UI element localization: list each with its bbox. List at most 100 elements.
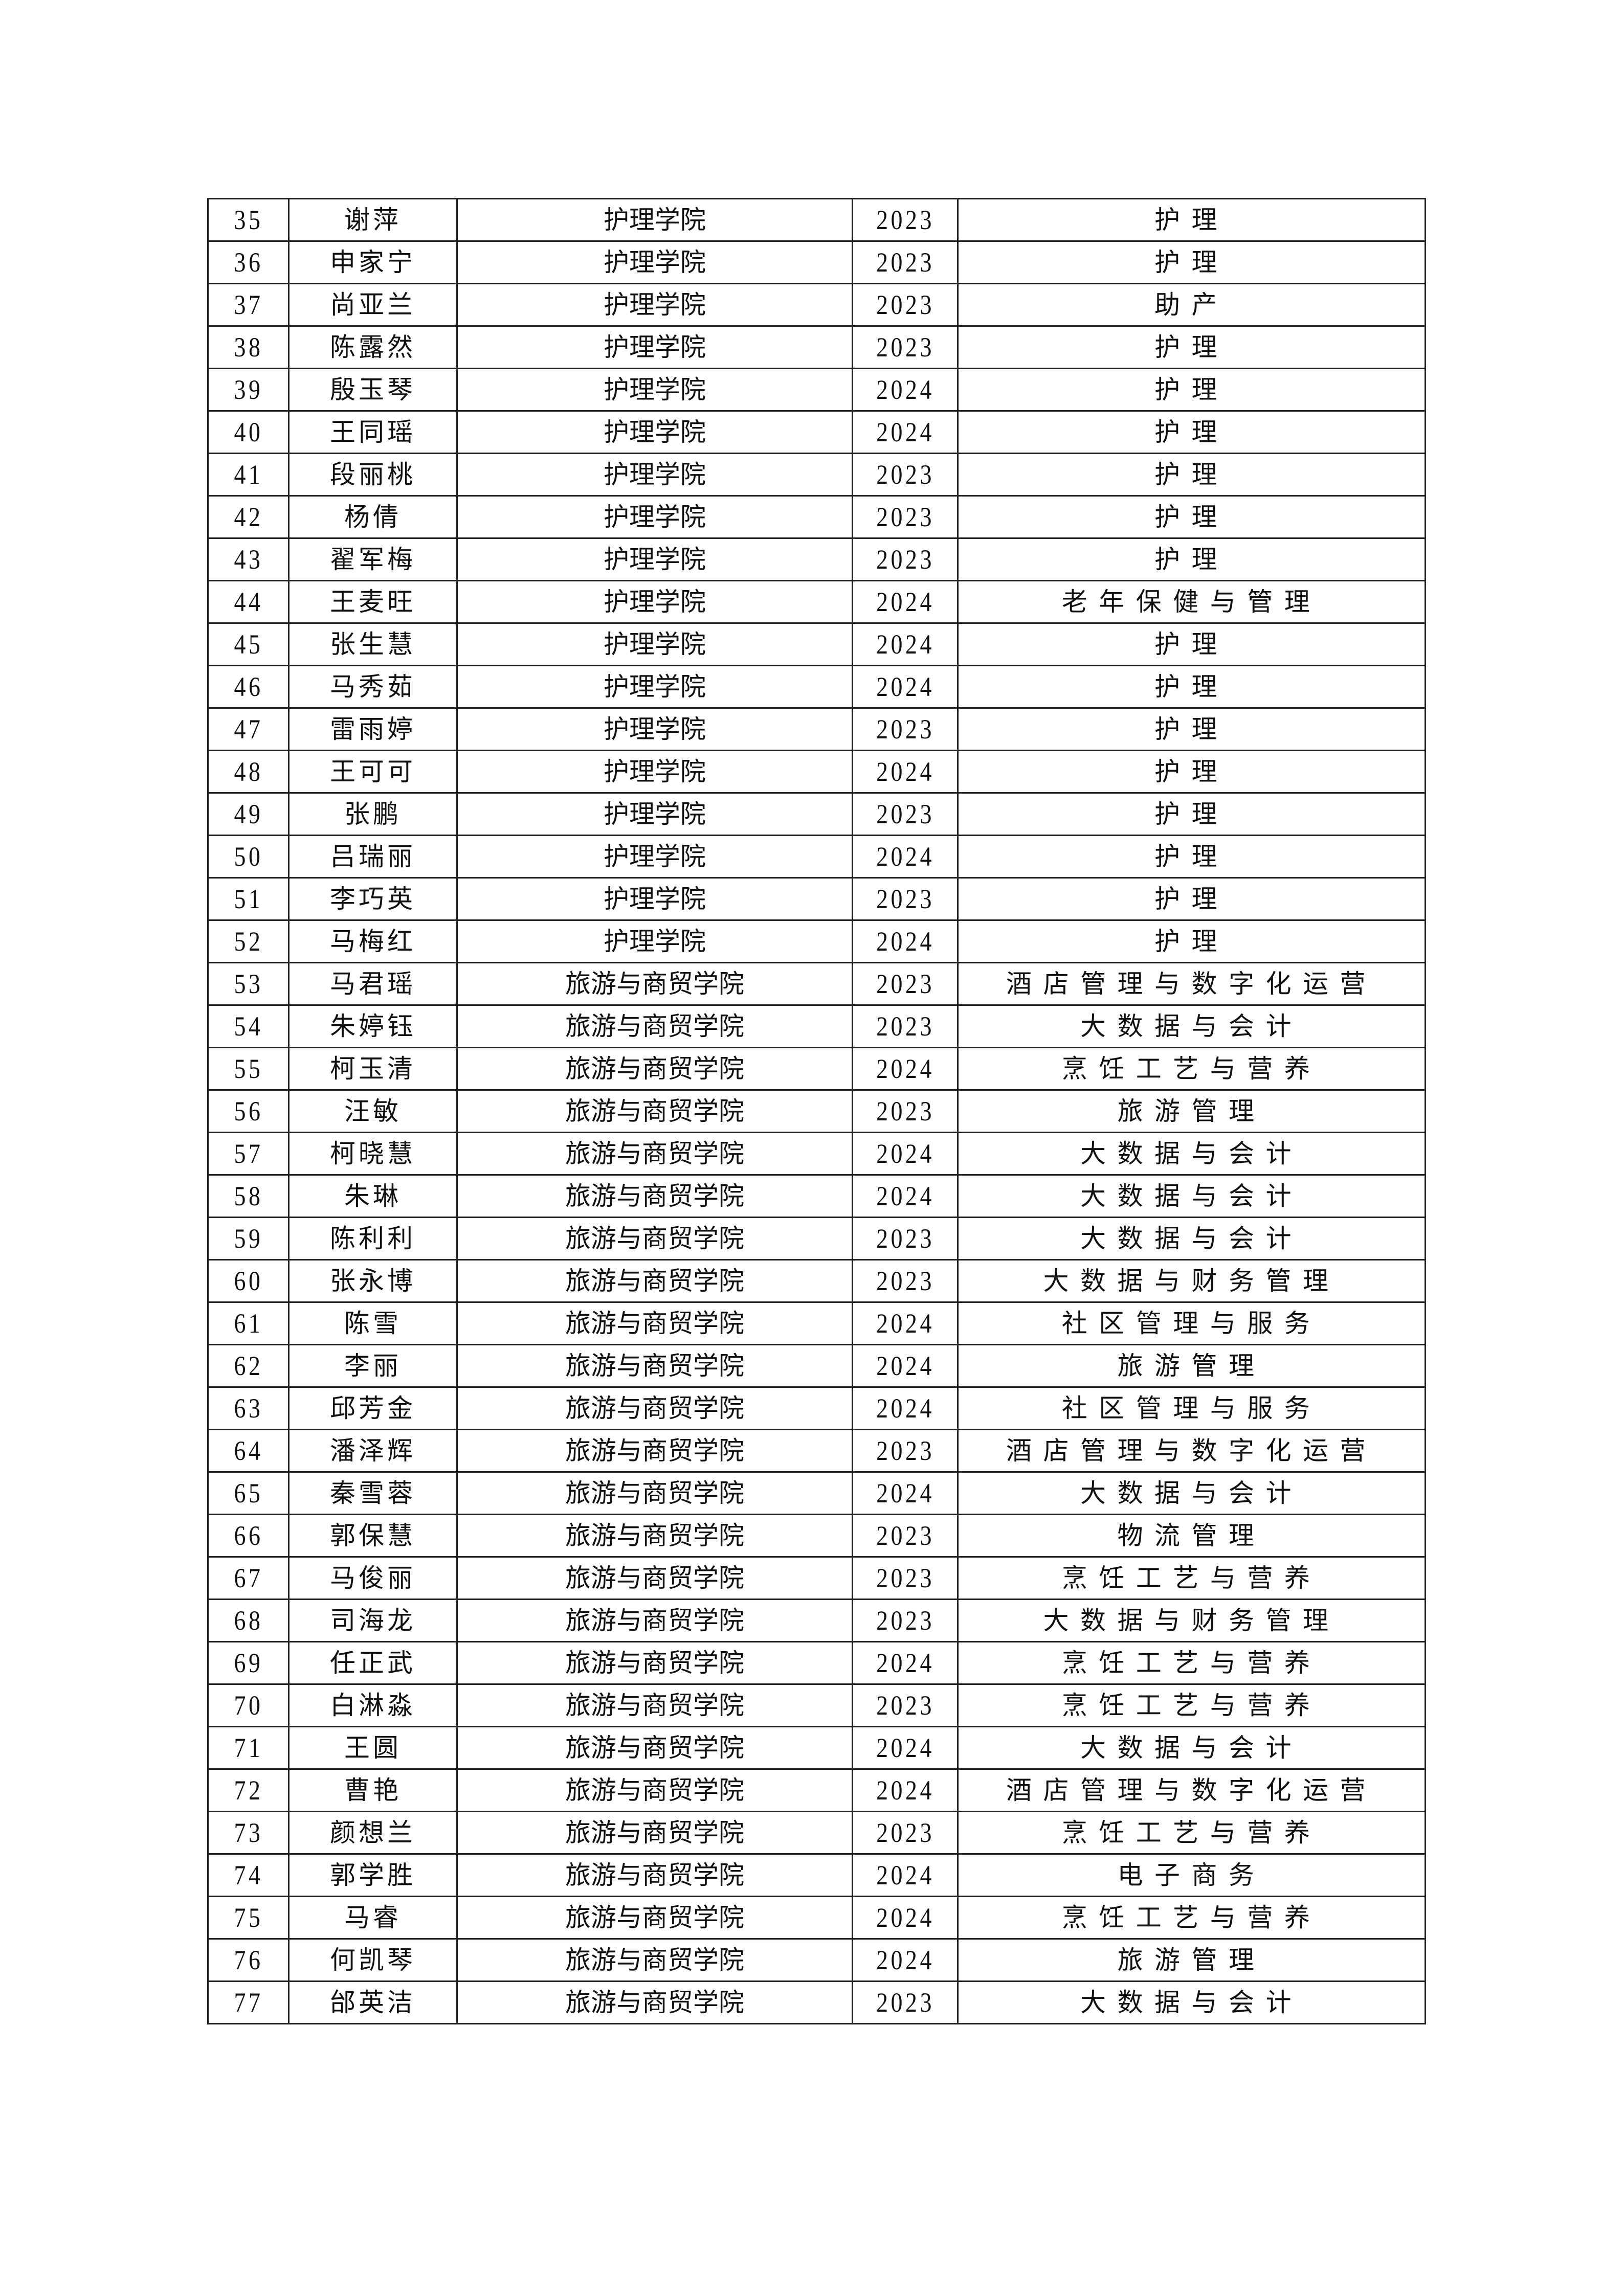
- student-name: 何凯琴: [288, 1938, 458, 1982]
- row-number: 67: [213, 1556, 283, 1600]
- major-name: 酒店管理与数字化运营: [957, 1429, 1426, 1473]
- enrollment-year: 2023: [859, 1259, 951, 1303]
- college-name: 旅游与商贸学院: [456, 1132, 853, 1176]
- enrollment-year: 2023: [859, 325, 951, 369]
- college-name: 旅游与商贸学院: [456, 1429, 853, 1473]
- major-name: 护理: [957, 622, 1426, 666]
- table-row: 38 陈露然 护理学院 2023 护理: [208, 325, 1426, 369]
- table-row: 41 段丽桃 护理学院 2023 护理: [208, 453, 1426, 497]
- student-name: 王麦旺: [288, 580, 458, 624]
- college-name: 旅游与商贸学院: [456, 1726, 853, 1770]
- student-name: 颜想兰: [288, 1811, 458, 1855]
- table-row: 71 王圆 旅游与商贸学院 2024 大数据与会计: [208, 1726, 1426, 1770]
- enrollment-year: 2023: [859, 1429, 951, 1473]
- row-number: 52: [213, 919, 283, 963]
- student-name: 杨倩: [288, 495, 458, 539]
- table-row: 66 郭保慧 旅游与商贸学院 2023 物流管理: [208, 1514, 1426, 1558]
- row-number: 74: [213, 1853, 283, 1897]
- table-row: 61 陈雪 旅游与商贸学院 2024 社区管理与服务: [208, 1301, 1426, 1345]
- row-number: 69: [213, 1641, 283, 1685]
- enrollment-year: 2023: [859, 1683, 951, 1727]
- college-name: 旅游与商贸学院: [456, 1174, 853, 1218]
- major-name: 烹饪工艺与营养: [957, 1896, 1426, 1940]
- major-name: 旅游管理: [957, 1089, 1426, 1133]
- college-name: 旅游与商贸学院: [456, 1556, 853, 1600]
- major-name: 护理: [957, 325, 1426, 369]
- row-number: 62: [213, 1344, 283, 1388]
- enrollment-year: 2024: [859, 1938, 951, 1982]
- table-row: 36 申家宁 护理学院 2023 护理: [208, 240, 1426, 284]
- student-name: 王同瑶: [288, 410, 458, 454]
- enrollment-year: 2023: [859, 240, 951, 284]
- student-name: 司海龙: [288, 1599, 458, 1642]
- enrollment-year: 2024: [859, 835, 951, 879]
- major-name: 烹饪工艺与营养: [957, 1683, 1426, 1727]
- student-name: 申家宁: [288, 240, 458, 284]
- college-name: 旅游与商贸学院: [456, 1938, 853, 1982]
- enrollment-year: 2023: [859, 877, 951, 921]
- major-name: 大数据与财务管理: [957, 1599, 1426, 1642]
- student-list-table: 35 谢萍 护理学院 2023 护理 36 申家宁 护理学院 2023 护理 37 尚亚兰 护理学院 20…: [207, 198, 1426, 2024]
- student-name: 马睿: [288, 1896, 458, 1940]
- major-name: 助产: [957, 283, 1426, 327]
- student-name: 谢萍: [288, 198, 458, 242]
- enrollment-year: 2023: [859, 1599, 951, 1642]
- student-name: 柯玉清: [288, 1047, 458, 1091]
- major-name: 烹饪工艺与营养: [957, 1556, 1426, 1600]
- row-number: 71: [213, 1726, 283, 1770]
- table-row: 48 王可可 护理学院 2024 护理: [208, 750, 1426, 794]
- major-name: 烹饪工艺与营养: [957, 1641, 1426, 1685]
- college-name: 护理学院: [456, 792, 853, 836]
- row-number: 72: [213, 1768, 283, 1812]
- table-row: 50 吕瑞丽 护理学院 2024 护理: [208, 835, 1426, 879]
- table-row: 52 马梅红 护理学院 2024 护理: [208, 919, 1426, 963]
- table-row: 72 曹艳 旅游与商贸学院 2024 酒店管理与数字化运营: [208, 1768, 1426, 1812]
- enrollment-year: 2023: [859, 283, 951, 327]
- student-name: 吕瑞丽: [288, 835, 458, 879]
- college-name: 护理学院: [456, 665, 853, 709]
- student-name: 翟军梅: [288, 537, 458, 581]
- table-row: 63 邱芳金 旅游与商贸学院 2024 社区管理与服务: [208, 1386, 1426, 1430]
- row-number: 43: [213, 537, 283, 581]
- enrollment-year: 2024: [859, 1132, 951, 1176]
- major-name: 电子商务: [957, 1853, 1426, 1897]
- student-name: 马君瑶: [288, 962, 458, 1006]
- major-name: 护理: [957, 453, 1426, 497]
- college-name: 旅游与商贸学院: [456, 1217, 853, 1260]
- major-name: 护理: [957, 707, 1426, 751]
- row-number: 49: [213, 792, 283, 836]
- major-name: 护理: [957, 835, 1426, 879]
- college-name: 护理学院: [456, 750, 853, 794]
- major-name: 社区管理与服务: [957, 1386, 1426, 1430]
- enrollment-year: 2024: [859, 919, 951, 963]
- enrollment-year: 2024: [859, 580, 951, 624]
- row-number: 66: [213, 1514, 283, 1558]
- major-name: 烹饪工艺与营养: [957, 1811, 1426, 1855]
- enrollment-year: 2024: [859, 750, 951, 794]
- college-name: 护理学院: [456, 919, 853, 963]
- major-name: 护理: [957, 368, 1426, 412]
- table-row: 53 马君瑶 旅游与商贸学院 2023 酒店管理与数字化运营: [208, 962, 1426, 1006]
- enrollment-year: 2023: [859, 537, 951, 581]
- student-name: 任正武: [288, 1641, 458, 1685]
- major-name: 大数据与财务管理: [957, 1259, 1426, 1303]
- student-name: 李丽: [288, 1344, 458, 1388]
- student-name: 陈雪: [288, 1301, 458, 1345]
- student-name: 白淋淼: [288, 1683, 458, 1727]
- table-row: 49 张鹏 护理学院 2023 护理: [208, 792, 1426, 836]
- table-row: 57 柯晓慧 旅游与商贸学院 2024 大数据与会计: [208, 1132, 1426, 1176]
- table-row: 60 张永博 旅游与商贸学院 2023 大数据与财务管理: [208, 1259, 1426, 1303]
- college-name: 旅游与商贸学院: [456, 1641, 853, 1685]
- row-number: 51: [213, 877, 283, 921]
- row-number: 58: [213, 1174, 283, 1218]
- row-number: 39: [213, 368, 283, 412]
- enrollment-year: 2024: [859, 1386, 951, 1430]
- table-row: 75 马睿 旅游与商贸学院 2024 烹饪工艺与营养: [208, 1896, 1426, 1940]
- table-row: 54 朱婷钰 旅游与商贸学院 2023 大数据与会计: [208, 1004, 1426, 1048]
- enrollment-year: 2024: [859, 1768, 951, 1812]
- enrollment-year: 2023: [859, 1089, 951, 1133]
- student-name: 尚亚兰: [288, 283, 458, 327]
- row-number: 64: [213, 1429, 283, 1473]
- major-name: 大数据与会计: [957, 1132, 1426, 1176]
- student-name: 李巧英: [288, 877, 458, 921]
